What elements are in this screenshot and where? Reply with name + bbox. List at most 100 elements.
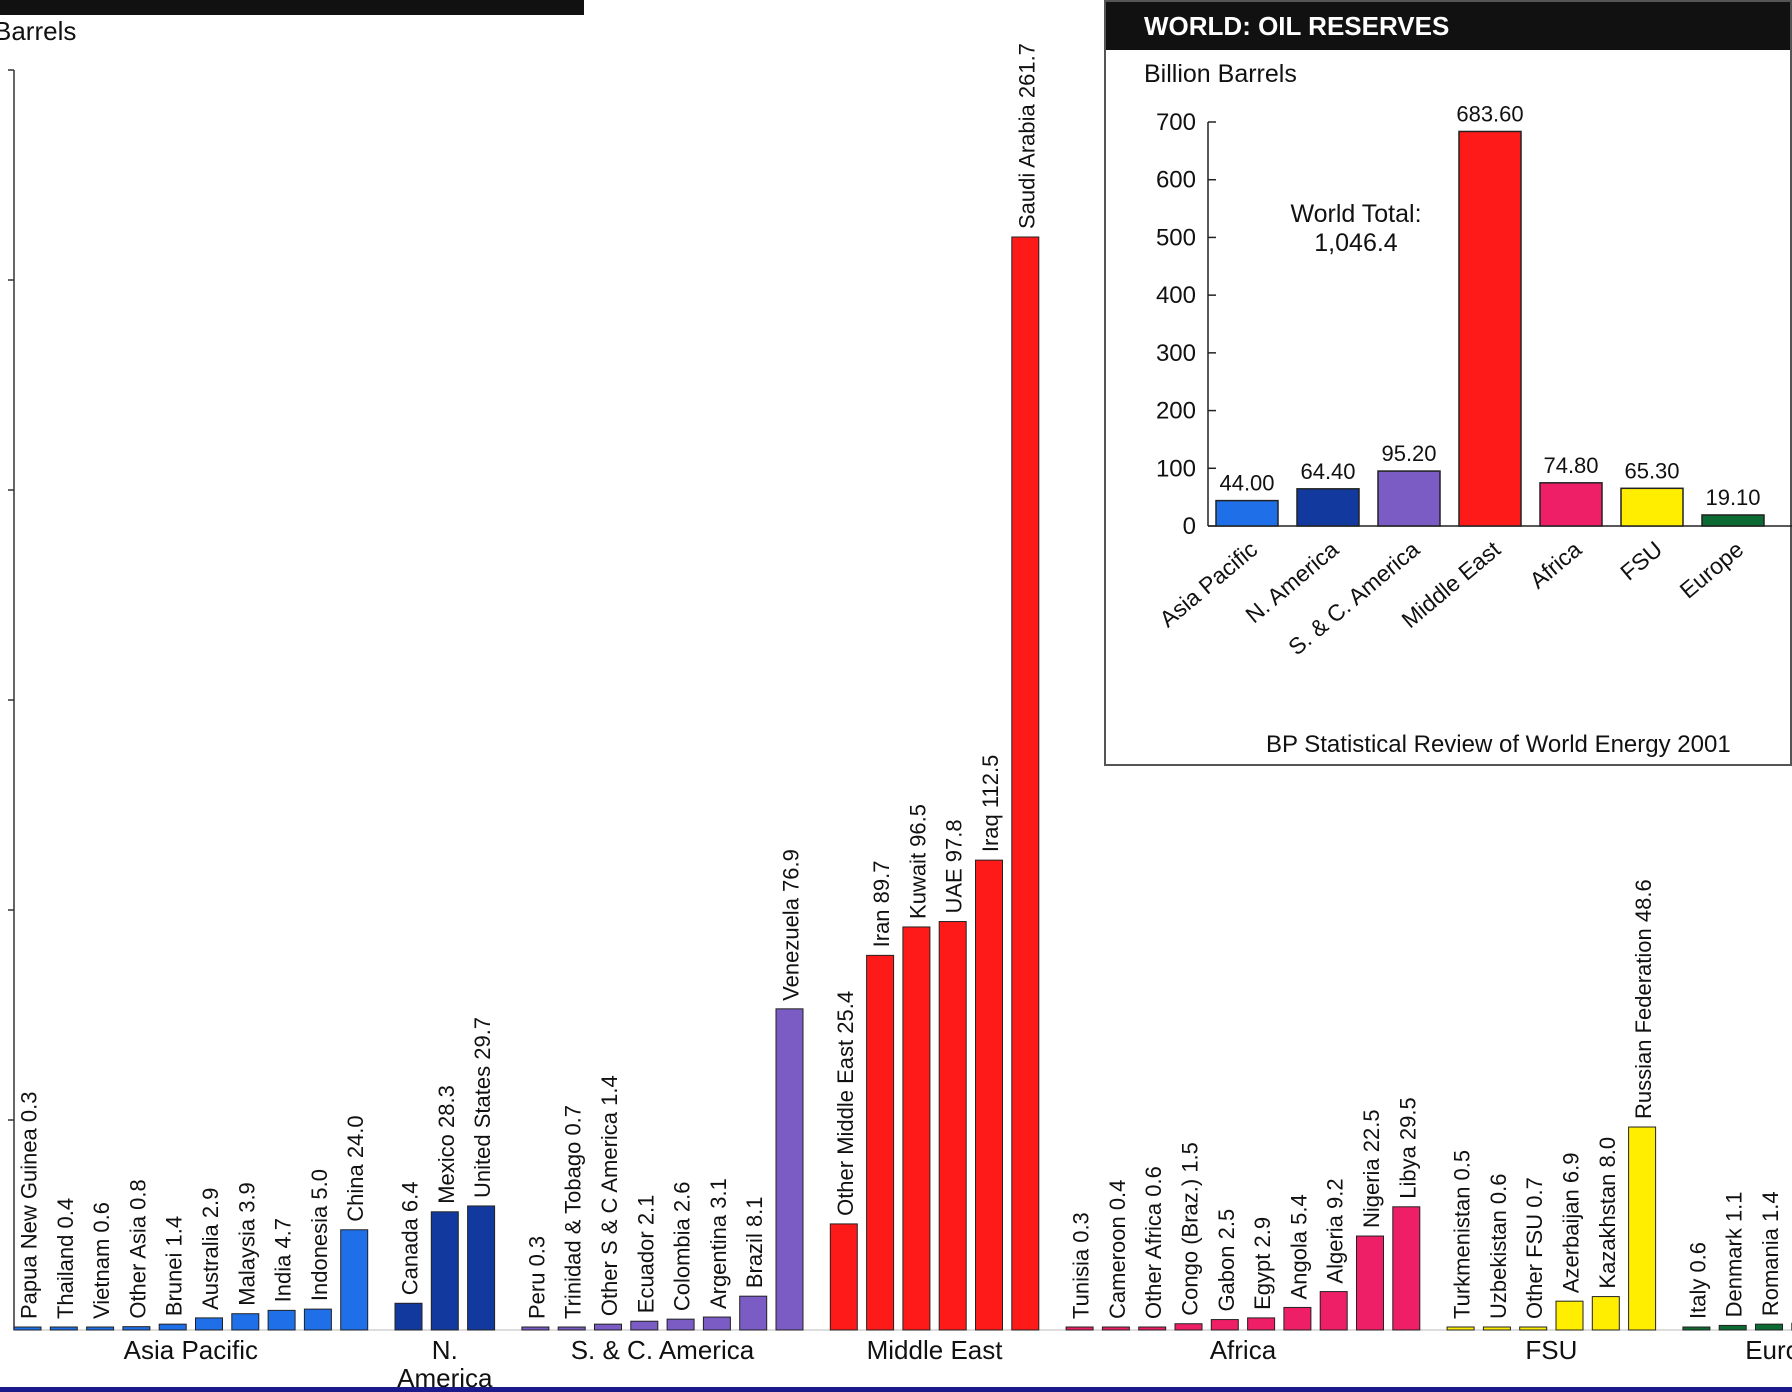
group-label: Middle East — [867, 1335, 1004, 1365]
bar — [630, 1320, 659, 1331]
inset-y-tick-label: 700 — [1156, 109, 1196, 136]
bar-label: Turkmenistan 0.5 — [1450, 1150, 1475, 1319]
inset-category-label: Europe — [1675, 536, 1749, 604]
bar-label: Brunei 1.4 — [162, 1216, 187, 1316]
bar — [866, 954, 895, 1331]
inset-bar — [1377, 470, 1441, 527]
inset-bar-value-label: 683.60 — [1456, 101, 1523, 126]
bar-label: Colombia 2.6 — [670, 1182, 695, 1312]
bar-label: Other Africa 0.6 — [1141, 1166, 1166, 1319]
inset-bar-value-label: 65.30 — [1624, 458, 1679, 483]
inset-bar-value-label: 74.80 — [1543, 453, 1598, 478]
bar-label: Angola 5.4 — [1286, 1194, 1311, 1299]
bar-label: Argentina 3.1 — [706, 1178, 731, 1309]
inset-y-tick-label: 500 — [1156, 224, 1196, 251]
bar — [594, 1323, 622, 1331]
bar — [1210, 1319, 1239, 1331]
bar-label: Tunisia 0.3 — [1069, 1212, 1094, 1319]
group-label: N. — [432, 1335, 458, 1365]
bar — [1682, 1326, 1711, 1331]
bar-label: Mexico 28.3 — [434, 1085, 459, 1204]
bar-label: Venezuela 76.9 — [779, 849, 804, 1001]
bar — [1283, 1306, 1312, 1331]
bar-label: Other Asia 0.8 — [125, 1179, 150, 1318]
bar — [86, 1326, 115, 1331]
bar-label: Canada 6.4 — [398, 1182, 423, 1296]
bar-label: Iran 89.7 — [869, 861, 894, 948]
group-label: FSU — [1525, 1335, 1577, 1365]
bar-label: Gabon 2.5 — [1214, 1209, 1239, 1312]
group-label: Asia Pacific — [124, 1335, 258, 1365]
bar — [340, 1229, 369, 1331]
bar — [267, 1309, 296, 1331]
bar-label: Cameroon 0.4 — [1105, 1180, 1130, 1319]
bar — [13, 1326, 42, 1331]
inset-y-tick-label: 600 — [1156, 167, 1196, 194]
bar-label: Malaysia 3.9 — [234, 1182, 259, 1306]
bar-label: Uzbekistan 0.6 — [1486, 1173, 1511, 1319]
bar-label: Thailand 0.4 — [53, 1198, 78, 1319]
inset-category-label: FSU — [1615, 536, 1667, 585]
bar — [303, 1308, 332, 1331]
bar — [1591, 1296, 1620, 1331]
bar-label: Other S & C America 1.4 — [597, 1075, 622, 1316]
bar — [775, 1008, 804, 1331]
inset-bar — [1458, 130, 1522, 527]
bar-label: Romania 1.4 — [1758, 1191, 1783, 1316]
bar — [666, 1318, 695, 1331]
top-left-header-bar — [0, 0, 584, 15]
inset-y-tick-label: 300 — [1156, 340, 1196, 367]
bar-label: Trinidad & Tobago 0.7 — [561, 1105, 586, 1319]
bar — [1755, 1323, 1783, 1331]
bar-label: Vietnam 0.6 — [89, 1202, 114, 1319]
bar-label: Azerbaijan 6.9 — [1559, 1153, 1584, 1294]
bar-label: Other Middle East 25.4 — [833, 991, 858, 1216]
bar-label: Algeria 9.2 — [1323, 1178, 1348, 1283]
bar — [975, 859, 1003, 1331]
inset-bar — [1620, 487, 1684, 527]
inset-bar-value-label: 95.20 — [1381, 441, 1436, 466]
inset-annotation: World Total: — [1290, 200, 1421, 228]
bar-label: United States 29.7 — [470, 1017, 495, 1198]
bar — [902, 926, 931, 1331]
bar-label: Indonesia 5.0 — [307, 1169, 332, 1301]
y-axis-label: Barrels — [0, 16, 76, 46]
world-oil-reserves-inset: Billion Barrels 0 100 200 300 400 500 600 700 44.… — [1104, 0, 1792, 766]
bar — [430, 1211, 459, 1331]
world-oil-reserves-chart: Billion Barrels 0 100 200 300 400 500 600 700 44.… — [1144, 60, 1792, 758]
bar-label: Saudi Arabia 261.7 — [1014, 43, 1039, 229]
bar-label: UAE 97.8 — [942, 819, 967, 913]
bar — [1101, 1326, 1130, 1331]
bar-label: Other FSU 0.7 — [1522, 1177, 1547, 1319]
bar — [829, 1223, 858, 1331]
bar-label: Papua New Guinea 0.3 — [17, 1092, 42, 1320]
inset-bar-value-label: 19.10 — [1705, 485, 1760, 510]
bar — [1138, 1326, 1167, 1331]
bar — [1174, 1323, 1203, 1331]
bar-label: Ecuador 2.1 — [633, 1195, 658, 1314]
bar — [938, 921, 967, 1331]
bar — [1519, 1326, 1548, 1331]
group-label: S. & C. America — [571, 1335, 755, 1365]
inset-annotation: 1,046.4 — [1314, 229, 1398, 257]
bar — [1065, 1326, 1094, 1331]
bar-label: Australia 2.9 — [198, 1188, 223, 1310]
bar-label: Nigeria 22.5 — [1359, 1109, 1384, 1228]
inset-bar-value-label: 44.00 — [1219, 471, 1274, 496]
bar — [467, 1205, 496, 1331]
bar-label: Denmark 1.1 — [1722, 1191, 1747, 1317]
inset-y-tick-label: 400 — [1156, 282, 1196, 309]
inset-bar-value-label: 64.40 — [1300, 459, 1355, 484]
bar — [557, 1326, 586, 1331]
bar — [158, 1323, 187, 1331]
bar-label: India 4.7 — [271, 1218, 296, 1302]
bar — [1319, 1291, 1348, 1331]
bar — [231, 1313, 260, 1331]
bar — [122, 1326, 151, 1331]
inset-bar — [1701, 514, 1765, 527]
inset-y-axis-label: Billion Barrels — [1144, 60, 1297, 88]
bar — [1628, 1126, 1657, 1331]
inset-y-tick-label: 100 — [1156, 455, 1196, 482]
group-label: Europe — [1745, 1335, 1792, 1365]
